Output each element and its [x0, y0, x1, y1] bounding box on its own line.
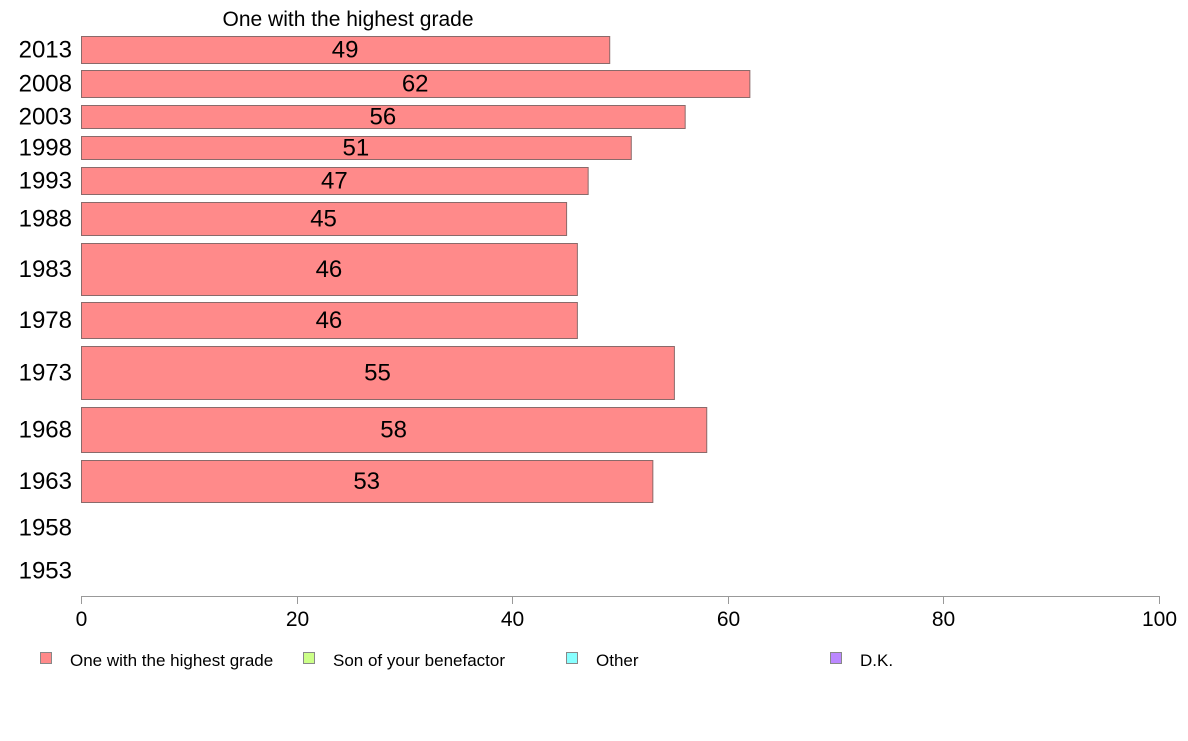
legend-swatch [830, 652, 842, 664]
legend-swatch [566, 652, 578, 664]
bar [81, 136, 632, 160]
bar [81, 407, 708, 453]
y-tick-label: 1983 [19, 256, 72, 283]
y-tick-label: 1993 [19, 168, 72, 195]
y-tick-label: 1958 [19, 515, 72, 542]
bar-value-label: 58 [380, 417, 407, 444]
legend-label: D.K. [860, 651, 893, 670]
bar-value-label: 46 [316, 256, 343, 283]
y-tick-label: 1963 [19, 468, 72, 495]
y-tick-label: 1953 [19, 558, 72, 585]
bar-value-label: 51 [343, 135, 370, 162]
bar [81, 105, 686, 129]
y-tick-label: 1988 [19, 206, 72, 233]
bar-value-label: 62 [402, 71, 429, 98]
x-tick-label: 40 [501, 608, 524, 631]
bar-value-label: 55 [364, 360, 391, 387]
y-tick-label: 1998 [19, 135, 72, 162]
bar-value-label: 53 [353, 468, 380, 495]
y-tick-label: 1973 [19, 360, 72, 387]
legend-label: Other [596, 651, 639, 670]
bar-value-label: 47 [321, 168, 348, 195]
y-tick-label: 1968 [19, 417, 72, 444]
legend-swatch [303, 652, 315, 664]
x-tick-label: 20 [286, 608, 309, 631]
y-tick-label: 2008 [19, 71, 72, 98]
bar [81, 346, 675, 400]
x-axis: 0 20 40 60 80 100 [76, 596, 1177, 631]
bar-value-label: 46 [316, 307, 343, 334]
legend-label: Son of your benefactor [333, 651, 505, 670]
x-tick-label: 60 [717, 608, 740, 631]
bar [81, 202, 568, 236]
y-tick-label: 2003 [19, 104, 72, 131]
bar [81, 460, 654, 503]
bar-value-label: 49 [332, 37, 359, 64]
bar [81, 302, 578, 339]
bar [81, 36, 611, 64]
chart-title: One with the highest grade [223, 8, 474, 31]
x-tick-label: 80 [932, 608, 955, 631]
bar-value-label: 45 [310, 206, 337, 233]
x-tick-label: 0 [76, 608, 88, 631]
bar [81, 70, 751, 98]
x-tick-label: 100 [1142, 608, 1177, 631]
bar-value-label: 56 [369, 104, 396, 131]
legend-label: One with the highest grade [70, 651, 273, 670]
bar [81, 167, 589, 195]
bar [81, 243, 578, 296]
legend-swatch [40, 652, 52, 664]
y-tick-label: 2013 [19, 37, 72, 64]
y-tick-label: 1978 [19, 307, 72, 334]
legend: One with the highest grade Son of your be… [40, 651, 893, 670]
bars-layer: 2013 49 2008 62 2003 56 1998 51 1993 47 1988 45 1983… [19, 36, 751, 585]
